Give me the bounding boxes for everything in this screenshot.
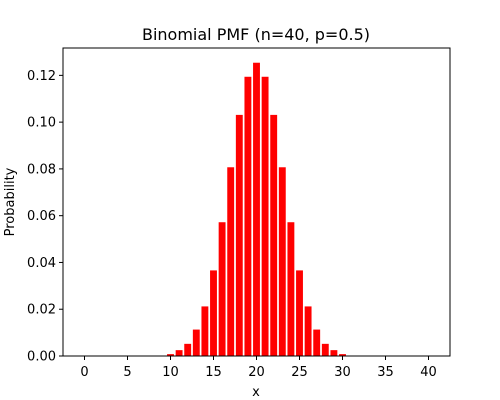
y-tick-label: 0.10	[27, 116, 56, 131]
bar-series	[149, 62, 364, 357]
bar-x-12	[184, 343, 192, 356]
bar-x-30	[339, 354, 346, 356]
bar-x-29	[330, 350, 338, 356]
x-tick-label: 20	[248, 365, 265, 380]
plot-frame	[62, 47, 451, 357]
bar-x-23	[278, 167, 286, 356]
bar-x-28	[321, 343, 329, 356]
bar-x-10	[167, 354, 174, 356]
y-tick-label: 0.08	[27, 162, 56, 177]
y-tick-label: 0.04	[27, 256, 56, 271]
y-tick-label: 0.02	[27, 303, 56, 318]
bar-x-18	[235, 114, 243, 356]
x-axis-label: x	[252, 385, 260, 400]
x-tick-label: 40	[420, 365, 437, 380]
y-tick-label: 0.00	[27, 350, 56, 365]
bar-x-16	[218, 222, 226, 356]
y-tick-label: 0.06	[27, 209, 56, 224]
bar-x-13	[192, 329, 200, 356]
bar-x-26	[304, 306, 312, 356]
bar-x-17	[227, 167, 235, 356]
bar-x-24	[287, 222, 295, 356]
bar-x-11	[175, 350, 183, 356]
bar-x-22	[270, 114, 278, 356]
bar-x-21	[261, 76, 269, 357]
x-axis-ticks: 0 5 10 15 20 25 30 35 40	[80, 356, 437, 380]
bar-x-27	[313, 329, 321, 356]
y-tick-label: 0.12	[27, 69, 56, 84]
x-tick-label: 5	[123, 365, 131, 380]
x-tick-label: 35	[377, 365, 394, 380]
x-tick-label: 10	[162, 365, 179, 380]
bar-x-14	[201, 306, 209, 356]
bar-x-19	[244, 76, 252, 357]
bar-x-25	[296, 270, 303, 356]
x-tick-label: 25	[291, 365, 308, 380]
chart-title: Binomial PMF (n=40, p=0.5)	[142, 25, 370, 44]
y-axis-ticks: 0.00 0.02 0.04 0.06 0.08 0.10 0.12	[27, 69, 63, 365]
y-axis-label: Probability	[3, 167, 18, 236]
x-tick-label: 15	[205, 365, 222, 380]
x-tick-label: 0	[80, 365, 88, 380]
bar-x-15	[210, 270, 217, 356]
x-tick-label: 30	[334, 365, 351, 380]
bar-x-20	[253, 62, 260, 356]
